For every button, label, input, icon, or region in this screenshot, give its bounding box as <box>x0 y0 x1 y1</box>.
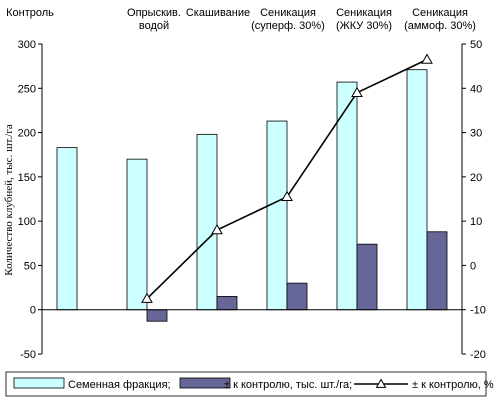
line-marker-4 <box>421 53 433 64</box>
category-label-2: Скашивание <box>186 7 250 19</box>
category-label-4: (ЖКУ 30%) <box>336 20 392 32</box>
left-tick-label: 50 <box>24 260 36 272</box>
bar-s1-3 <box>286 282 308 311</box>
category-label-5: Сеникация <box>412 7 468 19</box>
right-tick-label: 10 <box>470 216 482 228</box>
bar-s0-4 <box>336 81 358 311</box>
right-tick-label: 30 <box>470 128 482 140</box>
bar-s1-1 <box>146 309 168 322</box>
right-y-axis: -20 -10 0 10 20 30 40 50 <box>461 39 486 361</box>
bar-s0-5 <box>406 69 428 311</box>
category-label-4: Сеникация <box>336 7 392 19</box>
bar-s0-0 <box>56 147 78 311</box>
line-marker-2 <box>281 190 293 202</box>
left-tick-label: 250 <box>18 83 36 95</box>
category-labels: Контроль Опрыскив.водой Скашивание Сеникаци… <box>6 7 476 32</box>
left-tick-label: 300 <box>18 39 36 51</box>
category-label-0: Контроль <box>6 7 54 19</box>
left-tick-label: 0 <box>30 305 36 317</box>
line-marker-0 <box>141 292 153 303</box>
right-tick-label: 0 <box>470 260 476 272</box>
right-tick-label: 50 <box>470 39 482 51</box>
left-tick-label: 100 <box>18 216 36 228</box>
right-tick-label: -10 <box>470 305 486 317</box>
line-marker-1 <box>211 223 223 235</box>
bar-s1-5 <box>426 231 448 311</box>
left-tick-label: -50 <box>20 349 36 361</box>
right-tick-label: 40 <box>470 83 482 95</box>
legend-swatch-0 <box>13 377 65 389</box>
bar-s0-2 <box>196 133 218 311</box>
legend-swatch-1 <box>179 377 231 389</box>
bar-s0-1 <box>126 158 148 311</box>
left-y-axis: -50 0 50 100 150 200 250 300 <box>18 39 43 361</box>
category-label-1: Опрыскив. <box>127 7 181 19</box>
left-tick-label: 150 <box>18 172 36 184</box>
legend-triangle-marker <box>375 378 387 388</box>
legend: Семенная фракция; ± к контролю, тыс. шт./… <box>5 371 494 397</box>
right-tick-label: -20 <box>470 349 486 361</box>
category-label-1: водой <box>139 20 169 32</box>
left-tick-label: 200 <box>18 128 36 140</box>
line-marker-3 <box>351 86 363 97</box>
bar-s1-2 <box>216 296 238 311</box>
legend-label-1: ± к контролю, тыс. шт./га; <box>224 379 352 391</box>
bar-s0-3 <box>266 120 288 311</box>
category-label-3: Сеникация <box>260 7 316 19</box>
legend-label-0: Семенная фракция; <box>68 379 171 391</box>
bar-s1-4 <box>356 243 378 311</box>
plot-area <box>42 53 462 322</box>
legend-label-2: ± к контролю, % <box>412 379 494 391</box>
category-label-3: (суперф. 30%) <box>251 20 325 32</box>
right-tick-label: 20 <box>470 172 482 184</box>
y-axis-title: Количество клубней, тыс. шт./га <box>3 124 15 276</box>
category-label-5: (аммоф. 30%) <box>404 20 476 32</box>
